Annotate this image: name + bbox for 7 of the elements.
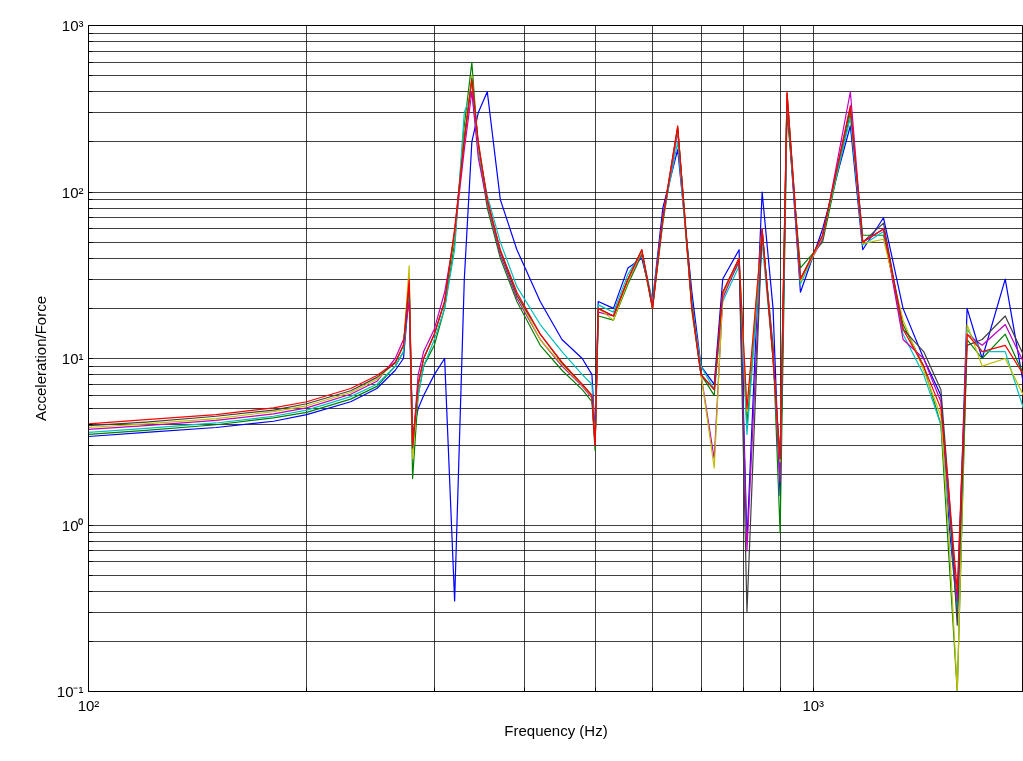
y-tick-label: 10⁻¹ xyxy=(56,683,84,700)
y-axis-title: Acceleration/Force xyxy=(31,295,49,422)
y-tick-label: 10² xyxy=(61,183,84,201)
y-tick-label: 10³ xyxy=(61,17,84,34)
y-tick-label: 10⁰ xyxy=(61,516,84,534)
y-tick-label: 10¹ xyxy=(61,350,84,367)
x-axis-title: Frequency (Hz) xyxy=(504,721,608,739)
